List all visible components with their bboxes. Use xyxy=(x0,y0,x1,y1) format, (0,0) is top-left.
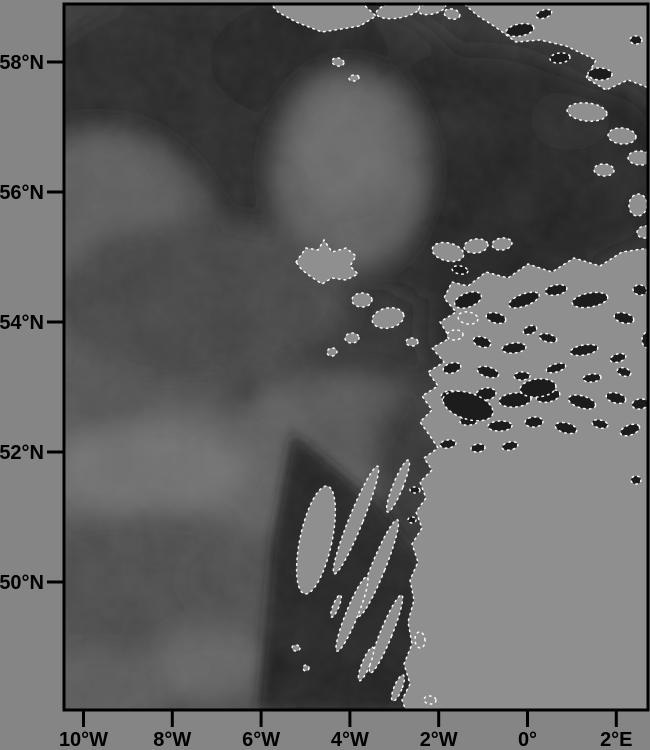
lat-tick-label: 52°N xyxy=(0,442,44,464)
mask-island-dark xyxy=(501,440,519,452)
land-mask-patch xyxy=(446,329,464,341)
land-mask-sliver xyxy=(335,576,369,652)
land-mask-patch xyxy=(423,695,437,705)
lon-tick-label: 4°W xyxy=(331,729,369,750)
mask-island-dark xyxy=(619,423,641,437)
mask-island-dark xyxy=(571,291,609,309)
mask-island-dark xyxy=(569,343,599,357)
mask-island-dark xyxy=(513,371,531,381)
land-mask-sliver xyxy=(329,594,343,618)
land-mask-patch xyxy=(405,337,419,347)
mask-island-dark xyxy=(505,22,535,38)
land-mask-patch xyxy=(344,332,360,344)
mask-island-dark xyxy=(616,366,632,378)
land-mask-sliver xyxy=(332,465,380,575)
lon-tick-label: 0° xyxy=(518,729,537,750)
land-mask-patch xyxy=(627,150,649,166)
mask-island-dark xyxy=(472,335,492,349)
land-mask-patch xyxy=(607,127,637,145)
land-mask-patch xyxy=(414,631,426,649)
land-mask-patch xyxy=(463,238,489,254)
land-mask-patch xyxy=(302,664,310,672)
mask-island-dark xyxy=(476,365,500,379)
land-mask-patch xyxy=(291,644,301,652)
mask-island-dark xyxy=(544,283,568,297)
land-mask-layer xyxy=(268,3,649,711)
mask-island-dark xyxy=(567,394,597,410)
land-mask-patch xyxy=(351,292,373,308)
mask-island-dark xyxy=(407,516,417,524)
land-mask-patch xyxy=(326,347,338,357)
mask-island-dark xyxy=(605,391,627,405)
land-mask-patch xyxy=(375,3,421,20)
mask-island-dark xyxy=(524,416,544,428)
mask-island-dark xyxy=(535,8,553,20)
mask-island-dark xyxy=(582,373,602,383)
mask-island-dark xyxy=(609,352,627,364)
lon-tick-label: 8°W xyxy=(153,729,191,750)
mask-island-dark xyxy=(549,52,571,64)
lat-tick-label: 56°N xyxy=(0,182,44,204)
land-mask-blob xyxy=(295,238,360,285)
land-mask-patch xyxy=(348,74,360,82)
land-mask-sliver xyxy=(368,594,404,674)
mask-island-dark xyxy=(451,265,469,275)
land-mask-patch xyxy=(331,57,345,67)
mask-island-dark xyxy=(453,291,483,309)
mask-island-dark xyxy=(538,332,558,344)
land-mask-patch xyxy=(593,163,615,177)
mask-island-dark xyxy=(442,361,462,375)
mask-island-dark xyxy=(508,291,540,309)
land-mask-patch xyxy=(566,102,608,122)
land-mask-patch xyxy=(371,306,405,330)
land-mask-patch xyxy=(431,241,465,263)
mask-island-dark xyxy=(501,342,527,354)
mask-island-dark xyxy=(498,392,532,408)
mask-island-dark xyxy=(630,475,642,485)
mask-island-dark xyxy=(519,378,557,398)
axes-group: 10°W 8°W 6°W 4°W 2°W 0° 2°E 58°N 56°N 54°N 52°N 50°… xyxy=(0,52,633,750)
lon-tick-label: 6°W xyxy=(242,729,280,750)
lon-tick-label: 2°W xyxy=(420,729,458,750)
lon-tick-label: 2°E xyxy=(600,729,632,750)
mask-island-dark xyxy=(487,420,513,432)
mask-island-dark xyxy=(522,324,538,336)
lat-tick-label: 54°N xyxy=(0,312,44,334)
mask-island-dark xyxy=(439,439,457,449)
lat-tick-label: 50°N xyxy=(0,572,44,594)
mask-island-dark xyxy=(485,311,507,325)
mask-island-dark xyxy=(409,486,421,494)
land-mask-sliver xyxy=(356,518,400,618)
lat-tick-label: 58°N xyxy=(0,52,44,74)
plot-frame xyxy=(62,2,650,712)
land-mask-sliver xyxy=(390,674,406,702)
mask-island-dark xyxy=(587,67,613,81)
mask-island-dark xyxy=(545,362,567,374)
mask-island-dark xyxy=(591,418,609,430)
land-mask-patch xyxy=(443,8,461,20)
land-mask-generated xyxy=(291,3,649,705)
mask-island-dark xyxy=(629,35,643,45)
mask-island-dark xyxy=(470,443,486,453)
mask-island-dark xyxy=(554,421,578,435)
mask-island-dark xyxy=(442,390,494,422)
land-mask-region-east xyxy=(401,247,649,711)
land-mask-patch xyxy=(491,237,513,251)
lon-tick-label: 10°W xyxy=(59,729,108,750)
land-mask-sliver xyxy=(357,646,375,682)
land-mask-sliver xyxy=(385,459,411,513)
land-mask-patch xyxy=(457,311,479,325)
mask-island-dark xyxy=(613,311,635,325)
land-mask-top-strip xyxy=(268,3,378,33)
land-mask-sliver xyxy=(295,485,337,595)
